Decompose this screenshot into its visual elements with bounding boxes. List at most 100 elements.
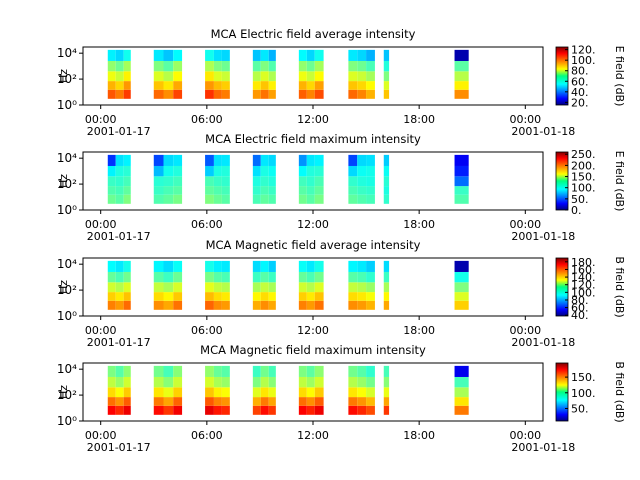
spectrogram-cell xyxy=(107,376,116,388)
spectrogram-cell xyxy=(260,397,269,406)
spectrogram-cell xyxy=(123,271,131,283)
spectrogram-cell xyxy=(153,49,164,61)
spectrogram-cell xyxy=(383,271,390,283)
spectrogram-cell xyxy=(298,154,307,166)
spectrogram-cell xyxy=(115,292,124,301)
spectrogram-cell xyxy=(260,271,269,283)
spectrogram-cell xyxy=(205,292,214,301)
spectrogram-cell xyxy=(306,260,315,272)
x-tick-label: 00:00 xyxy=(85,218,117,231)
spectrogram-cell xyxy=(205,282,214,293)
spectrogram-cell xyxy=(107,194,116,204)
spectrogram-cell xyxy=(173,60,183,72)
spectrogram-cell xyxy=(205,397,214,406)
spectrogram-cell xyxy=(314,376,324,388)
spectrogram-cell xyxy=(366,292,375,301)
spectrogram-cell xyxy=(383,165,390,177)
spectrogram-cell xyxy=(383,194,390,204)
spectrogram-cell xyxy=(115,60,124,72)
spectrogram-cell xyxy=(366,282,375,293)
spectrogram-cell xyxy=(115,71,124,82)
spectrogram-cell xyxy=(115,49,124,61)
spectrogram-cell xyxy=(298,81,307,90)
spectrogram-cell xyxy=(298,271,307,283)
spectrogram-cell xyxy=(348,49,358,61)
y-tick-label: 10⁴ xyxy=(57,257,77,271)
spectrogram-cell xyxy=(454,405,469,415)
spectrogram-cell xyxy=(221,282,230,293)
spectrogram-cell xyxy=(268,89,276,99)
spectrogram-cell xyxy=(260,81,269,90)
spectrogram-cell xyxy=(357,176,367,187)
colorbar-label: E field (dB) xyxy=(613,151,626,212)
date-label: 2001-01-18 xyxy=(511,230,575,243)
x-tick-label: 12:00 xyxy=(297,324,329,337)
spectrogram-cell xyxy=(205,387,214,398)
colorbar-tick-label: 200. xyxy=(571,159,596,172)
y-tick-label: 10⁴ xyxy=(57,46,77,60)
spectrogram-cell xyxy=(163,387,174,398)
spectrogram-cell xyxy=(260,154,269,166)
spectrogram-cell xyxy=(348,387,358,398)
spectrogram-cell xyxy=(107,154,116,166)
colorbar-tick-label: 40. xyxy=(571,86,589,99)
spectrogram-cell xyxy=(260,89,269,99)
x-tick-label: 00:00 xyxy=(509,324,541,337)
spectrogram-cell xyxy=(153,292,164,301)
spectrogram-cell xyxy=(221,405,230,415)
panel: MCA Magnetic field average intensity 00:0… xyxy=(57,238,626,349)
spectrogram-cell xyxy=(260,49,269,61)
spectrogram-cell xyxy=(357,271,367,283)
y-tick-label: 10² xyxy=(57,72,77,86)
spectrogram-cell xyxy=(252,282,261,293)
spectrogram-cell xyxy=(153,165,164,177)
spectrogram-cell xyxy=(306,89,315,99)
spectrogram-cell xyxy=(115,260,124,272)
spectrogram-cell xyxy=(366,154,375,166)
x-tick-label: 00:00 xyxy=(509,113,541,126)
spectrogram-cell xyxy=(252,365,261,377)
spectrogram-cell xyxy=(357,405,367,415)
spectrogram-cell xyxy=(306,300,315,310)
spectrogram-cell xyxy=(454,271,469,283)
spectrogram-cell xyxy=(366,49,375,61)
spectrogram-cell xyxy=(366,81,375,90)
spectrogram-cell xyxy=(268,292,276,301)
x-tick-label: 00:00 xyxy=(85,113,117,126)
spectrogram-cell xyxy=(107,186,116,195)
spectrogram-cell xyxy=(221,365,230,377)
spectrogram-cell xyxy=(454,176,469,187)
spectrogram-cell xyxy=(252,376,261,388)
spectrogram-cell xyxy=(205,271,214,283)
spectrogram-cell xyxy=(314,71,324,82)
spectrogram-cell xyxy=(383,405,390,415)
spectrogram-cell xyxy=(163,397,174,406)
spectrogram-cell xyxy=(383,300,390,310)
spectrogram-cell xyxy=(205,365,214,377)
spectrogram-cell xyxy=(123,300,131,310)
colorbar-tick-label: 120. xyxy=(571,44,596,57)
spectrogram-cell xyxy=(107,397,116,406)
spectrogram-cell xyxy=(298,60,307,72)
spectrogram-cell xyxy=(153,60,164,72)
spectrogram-cell xyxy=(454,260,469,272)
date-label: 2001-01-17 xyxy=(87,125,151,138)
spectrogram-cell xyxy=(123,60,131,72)
spectrogram-cell xyxy=(357,376,367,388)
spectrogram-cell xyxy=(454,186,469,195)
spectrogram-cell xyxy=(383,81,390,90)
spectrogram-cell xyxy=(306,292,315,301)
spectrogram-cell xyxy=(153,282,164,293)
x-tick-label: 12:00 xyxy=(297,218,329,231)
spectrogram-cell xyxy=(268,387,276,398)
date-label: 2001-01-17 xyxy=(87,441,151,454)
panel: MCA Electric field maximum intensity 00:0… xyxy=(57,132,626,243)
colorbar-tick-label: 100. xyxy=(571,286,596,299)
spectrogram-cell xyxy=(314,81,324,90)
spectrogram-cell xyxy=(268,49,276,61)
x-tick-label: 12:00 xyxy=(297,429,329,442)
spectrogram-cell xyxy=(357,49,367,61)
spectrogram-cell xyxy=(268,60,276,72)
panel-title: MCA Electric field average intensity xyxy=(211,27,416,41)
spectrogram-cell xyxy=(366,60,375,72)
